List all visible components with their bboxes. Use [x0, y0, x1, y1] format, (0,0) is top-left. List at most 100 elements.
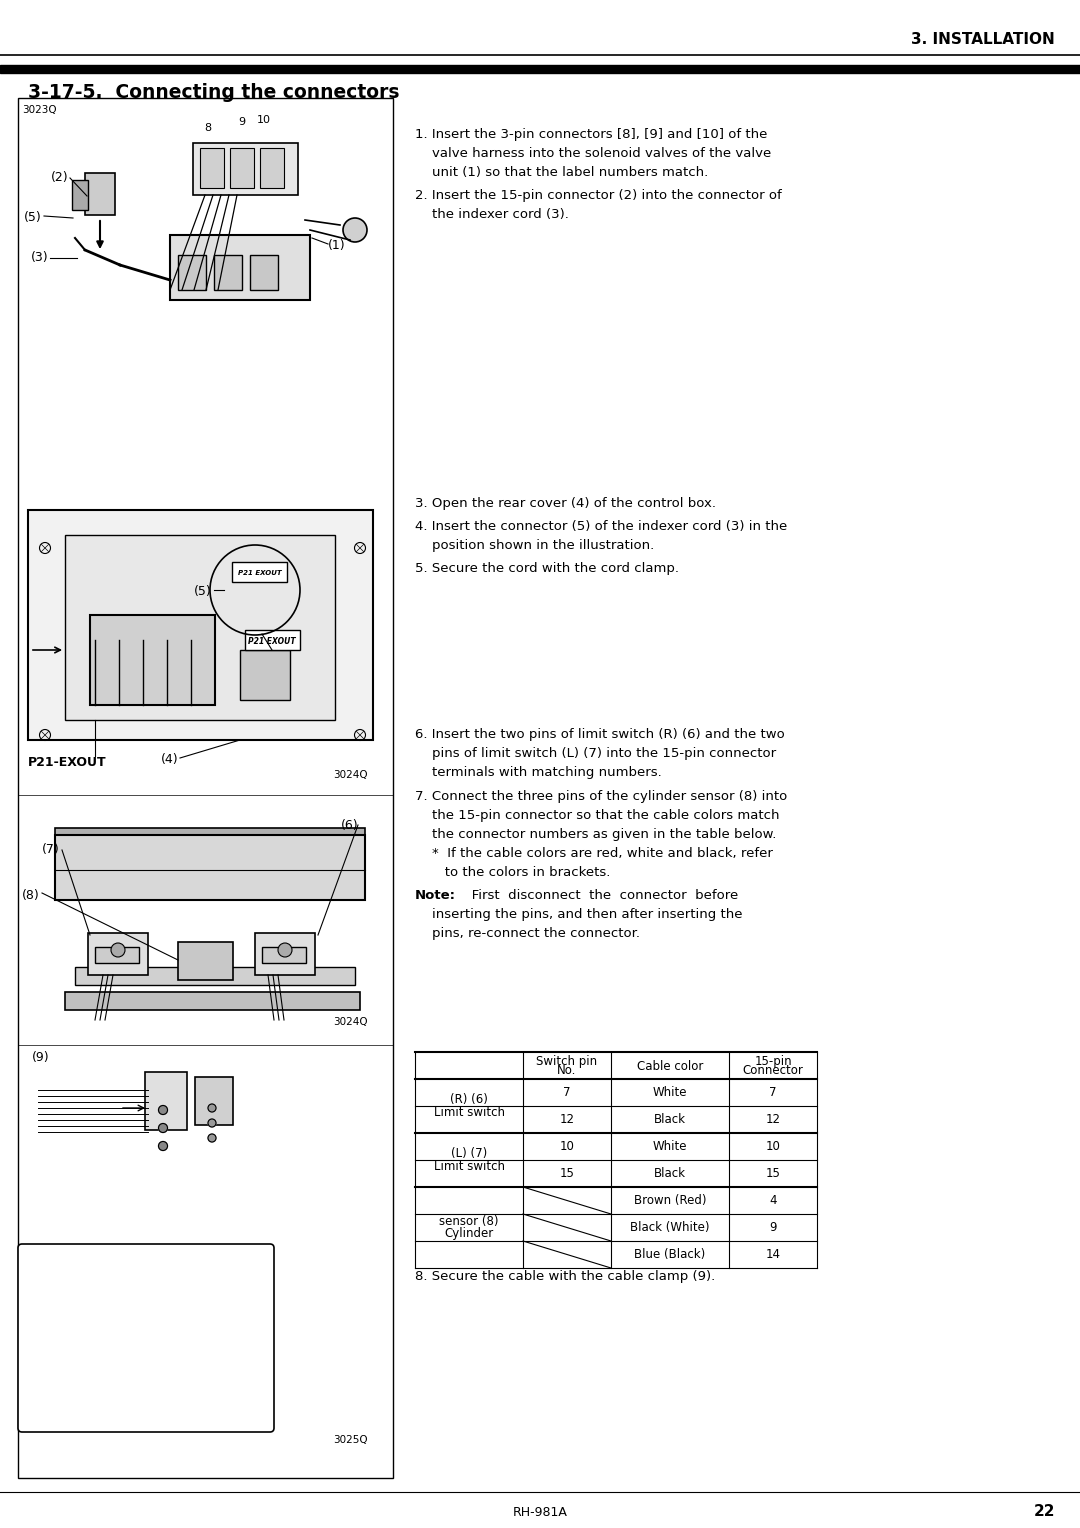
Text: 10: 10: [559, 1140, 575, 1154]
Text: P21 EXOUT: P21 EXOUT: [239, 570, 282, 576]
Text: 3. INSTALLATION: 3. INSTALLATION: [912, 32, 1055, 47]
Text: (9): (9): [32, 1051, 50, 1063]
Text: position shown in the illustration.: position shown in the illustration.: [415, 539, 654, 552]
Text: pins, re-connect the connector.: pins, re-connect the connector.: [415, 927, 640, 940]
Text: Black: Black: [654, 1167, 686, 1180]
Text: 10: 10: [257, 115, 271, 125]
Bar: [240, 649, 291, 700]
Bar: [28, 510, 373, 740]
Text: 7. Connect the three pins of the cylinder sensor (8) into: 7. Connect the three pins of the cylinde…: [415, 790, 787, 804]
Text: 3023Q: 3023Q: [22, 105, 56, 115]
Text: Brown (Red): Brown (Red): [634, 1193, 706, 1207]
Text: (2): (2): [51, 171, 68, 185]
Text: 15-pin: 15-pin: [754, 1054, 792, 1068]
Text: sensor (8): sensor (8): [440, 1215, 499, 1227]
Text: P21 EXOUT: P21 EXOUT: [248, 637, 296, 645]
Bar: [72, 180, 87, 209]
Text: inserting the pins, and then after inserting the: inserting the pins, and then after inser…: [415, 908, 743, 921]
Bar: [178, 941, 233, 979]
Bar: [18, 98, 393, 1478]
Text: (8): (8): [23, 888, 40, 902]
Bar: [178, 255, 206, 290]
Bar: [262, 947, 306, 963]
Circle shape: [278, 943, 292, 957]
Text: 8: 8: [204, 122, 212, 133]
Bar: [195, 1077, 233, 1125]
Text: 12: 12: [559, 1112, 575, 1126]
Text: (L) (7): (L) (7): [450, 1148, 487, 1160]
Text: RH-981A: RH-981A: [513, 1505, 567, 1519]
Text: (1): (1): [328, 240, 346, 252]
Text: Switch pin: Switch pin: [537, 1054, 597, 1068]
Bar: [170, 235, 310, 299]
Bar: [260, 148, 284, 188]
Text: (7): (7): [42, 843, 60, 857]
Text: 7: 7: [769, 1086, 777, 1099]
Circle shape: [208, 1118, 216, 1128]
Text: First  disconnect  the  connector  before: First disconnect the connector before: [459, 889, 739, 902]
Text: (4): (4): [160, 753, 178, 767]
Bar: [85, 173, 114, 215]
Text: 12: 12: [766, 1112, 781, 1126]
Text: unit (1) so that the label numbers match.: unit (1) so that the label numbers match…: [415, 167, 708, 179]
Bar: [87, 934, 148, 975]
Bar: [232, 562, 287, 582]
Text: (5): (5): [194, 585, 212, 599]
Text: terminals with matching numbers.: terminals with matching numbers.: [415, 766, 662, 779]
Circle shape: [159, 1105, 167, 1114]
Text: 8. Secure the cable with the cable clamp (9).: 8. Secure the cable with the cable clamp…: [415, 1270, 715, 1284]
Bar: [214, 255, 242, 290]
Text: (6): (6): [340, 819, 357, 831]
Text: (3): (3): [30, 252, 48, 264]
Text: 14: 14: [766, 1248, 781, 1261]
Text: No.: No.: [557, 1065, 577, 1077]
Text: pins of limit switch (L) (7) into the 15-pin connector: pins of limit switch (L) (7) into the 15…: [415, 747, 777, 759]
Circle shape: [111, 943, 125, 957]
Text: Limit switch: Limit switch: [433, 1106, 504, 1118]
Text: Black: Black: [654, 1112, 686, 1126]
Text: Connector: Connector: [743, 1065, 804, 1077]
Circle shape: [159, 1123, 167, 1132]
Text: White: White: [652, 1086, 687, 1099]
Text: 6. Insert the two pins of limit switch (R) (6) and the two: 6. Insert the two pins of limit switch (…: [415, 727, 785, 741]
Text: 15: 15: [766, 1167, 781, 1180]
Bar: [65, 535, 335, 720]
Text: 4: 4: [769, 1193, 777, 1207]
Bar: [145, 1073, 187, 1131]
Text: 5. Secure the cord with the cord clamp.: 5. Secure the cord with the cord clamp.: [415, 562, 679, 575]
Bar: [75, 967, 355, 986]
Bar: [55, 834, 365, 900]
Text: Blue (Black): Blue (Black): [634, 1248, 705, 1261]
Bar: [90, 614, 215, 704]
Circle shape: [343, 219, 367, 241]
Text: 4. Insert the connector (5) of the indexer cord (3) in the: 4. Insert the connector (5) of the index…: [415, 520, 787, 533]
Bar: [55, 828, 365, 840]
Text: to the colors in brackets.: to the colors in brackets.: [415, 866, 610, 879]
Text: Note:: Note:: [415, 889, 456, 902]
Text: White: White: [652, 1140, 687, 1154]
Text: 3025Q: 3025Q: [334, 1435, 368, 1445]
Text: P21-EXOUT: P21-EXOUT: [28, 755, 107, 769]
Bar: [95, 947, 139, 963]
Text: 22: 22: [1034, 1505, 1055, 1519]
Text: *  If the cable colors are red, white and black, refer: * If the cable colors are red, white and…: [415, 847, 773, 860]
Bar: [245, 630, 300, 649]
Text: 3. Open the rear cover (4) of the control box.: 3. Open the rear cover (4) of the contro…: [415, 497, 716, 510]
Text: the indexer cord (3).: the indexer cord (3).: [415, 208, 569, 222]
Text: 3-17-5.  Connecting the connectors: 3-17-5. Connecting the connectors: [28, 83, 400, 101]
Text: 2. Insert the 15-pin connector (2) into the connector of: 2. Insert the 15-pin connector (2) into …: [415, 189, 782, 202]
Text: Cylinder: Cylinder: [444, 1227, 494, 1241]
Bar: [249, 255, 278, 290]
Circle shape: [208, 1134, 216, 1141]
Text: Limit switch: Limit switch: [433, 1160, 504, 1174]
Bar: [193, 144, 298, 196]
Bar: [0, 66, 1080, 73]
Text: valve harness into the solenoid valves of the valve: valve harness into the solenoid valves o…: [415, 147, 771, 160]
Text: 3024Q: 3024Q: [334, 1018, 368, 1027]
Circle shape: [159, 1141, 167, 1151]
Text: Cable color: Cable color: [637, 1059, 703, 1073]
Text: 10: 10: [766, 1140, 781, 1154]
Text: Black (White): Black (White): [631, 1221, 710, 1235]
Text: 15: 15: [559, 1167, 575, 1180]
FancyBboxPatch shape: [18, 1244, 274, 1432]
